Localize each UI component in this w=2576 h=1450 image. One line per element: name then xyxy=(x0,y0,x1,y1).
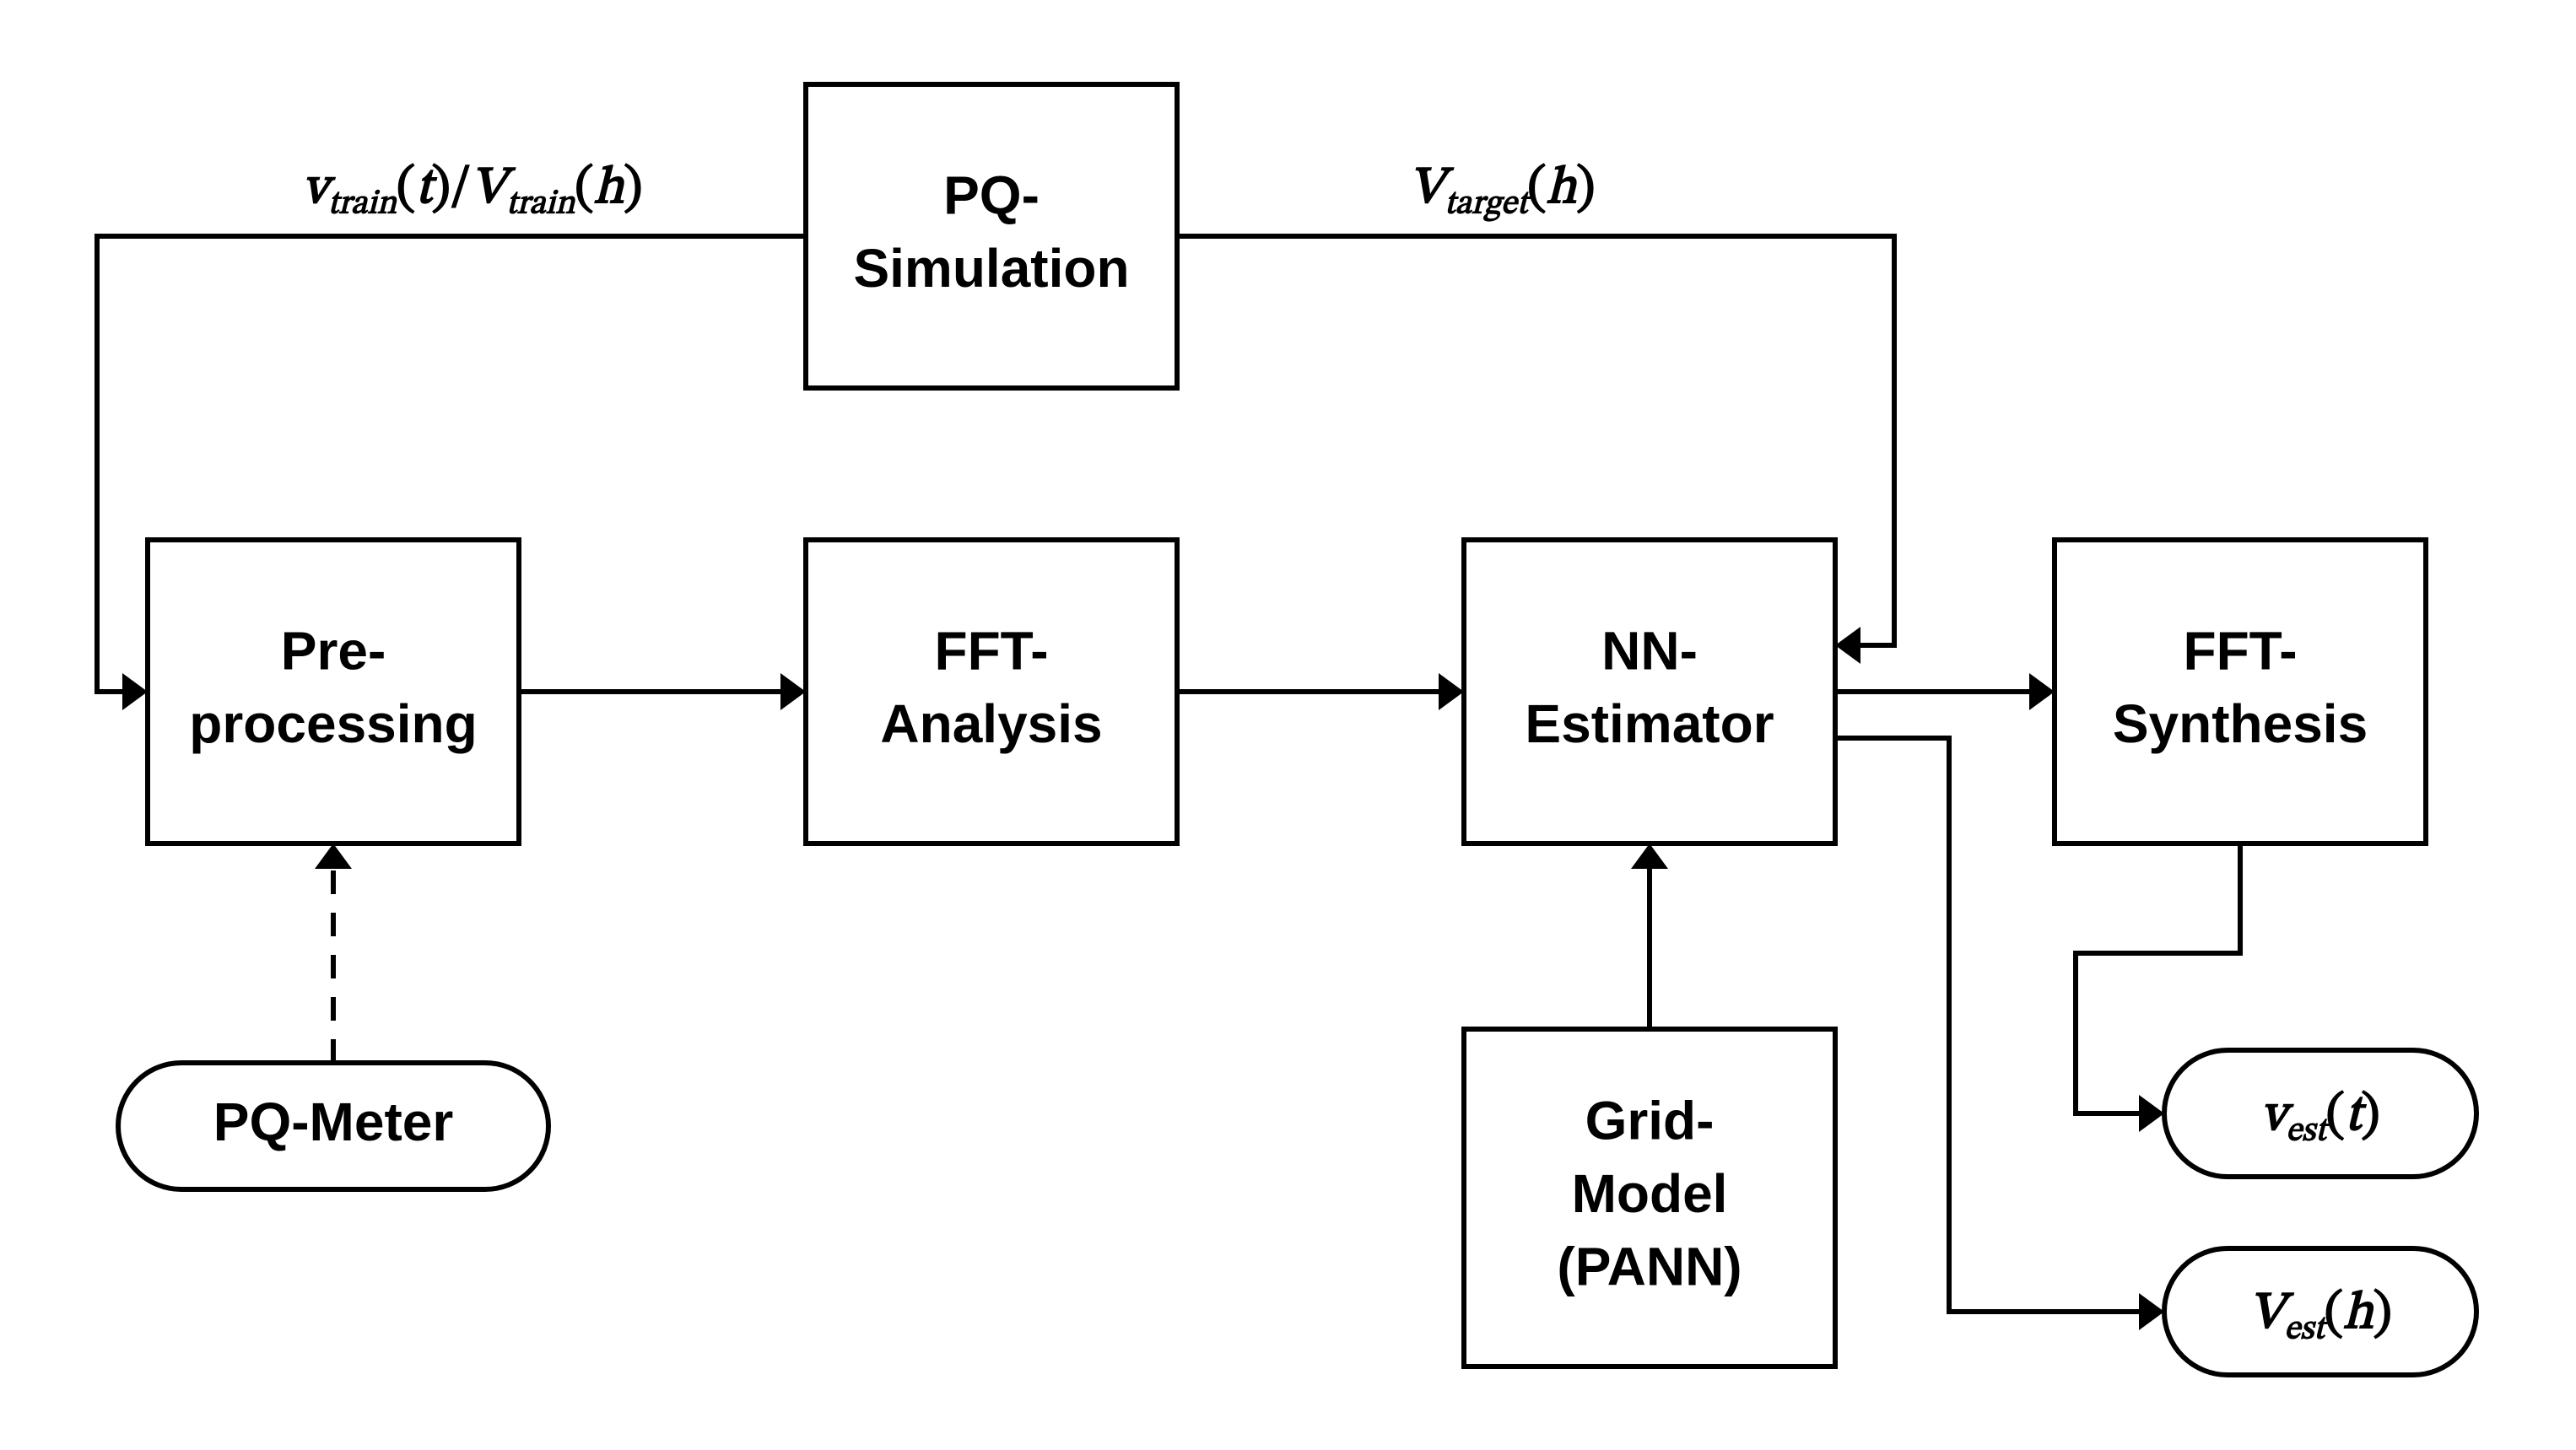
edge-preproc-to-fft xyxy=(519,673,806,710)
node-label: Analysis xyxy=(880,693,1102,754)
edge-label-target: Vtarget(h) xyxy=(1409,163,1596,222)
node-label: FFT- xyxy=(934,621,1048,682)
node-pq_meter: PQ-Meter xyxy=(118,1063,548,1189)
edge-fft-to-nn xyxy=(1177,673,1464,710)
node-pq_sim: PQ- Simulation xyxy=(806,84,1177,388)
node-label: Estimator xyxy=(1525,693,1774,754)
edge-nn-to-syn xyxy=(1835,673,2055,710)
edge-meter-to-preproc xyxy=(315,844,352,1063)
node-label: PQ-Meter xyxy=(213,1092,454,1152)
node-fft_ana: FFT- Analysis xyxy=(806,540,1177,844)
node-nn_est: NN- Estimator xyxy=(1464,540,1835,844)
node-label: FFT- xyxy=(2183,621,2297,682)
node-label: NN- xyxy=(1601,621,1698,682)
edge-grid-to-nn xyxy=(1631,844,1668,1029)
node-label: PQ- xyxy=(943,165,1040,226)
node-fft_syn: FFT- Synthesis xyxy=(2055,540,2426,844)
node-label: Model xyxy=(1572,1163,1728,1224)
edge-label-train: vtrain(t)/Vtrain(h) xyxy=(303,163,643,221)
node-label: processing xyxy=(189,693,477,754)
flow-diagram: PQ- Simulation Pre-processing FFT- Analysis N… xyxy=(0,0,2576,1450)
node-label: Simulation xyxy=(853,238,1129,299)
node-label: Pre- xyxy=(281,621,386,682)
node-label: Synthesis xyxy=(2113,693,2368,754)
node-label: Grid- xyxy=(1585,1091,1715,1151)
node-preproc: Pre-processing xyxy=(148,540,519,844)
node-grid: Grid- Model (PANN) xyxy=(1464,1029,1835,1366)
node-label: (PANN) xyxy=(1557,1236,1742,1296)
